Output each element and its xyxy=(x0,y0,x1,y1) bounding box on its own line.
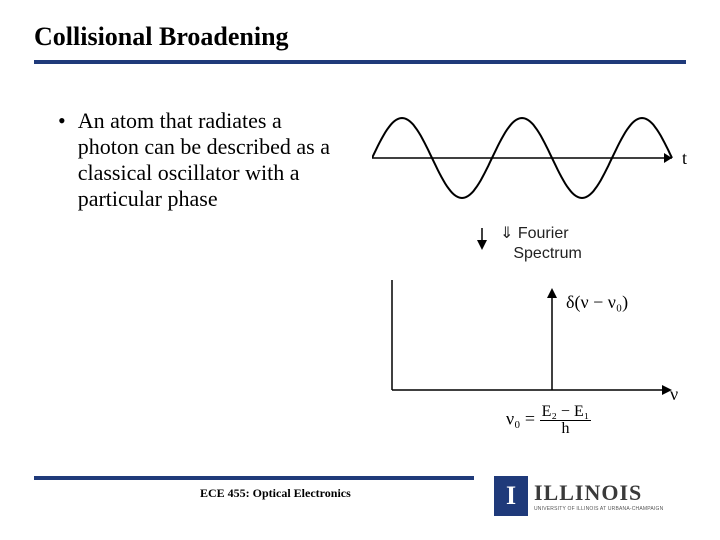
body-area: • An atom that radiates a photon can be … xyxy=(58,108,348,212)
fourier-label: ⇓ Fourier Spectrum xyxy=(500,224,582,264)
nu0-denominator: h xyxy=(540,421,592,437)
bullet-item: • An atom that radiates a photon can be … xyxy=(58,108,348,212)
nu-axis-label: ν xyxy=(670,384,678,405)
slide-title: Collisional Broadening xyxy=(34,22,289,52)
logo-wordmark: ILLINOIS xyxy=(534,480,663,506)
nu0-equation: ν₀ = E₂ − E₁h xyxy=(506,404,591,437)
nu0-numerator: E₂ − E₁ xyxy=(540,404,592,421)
bullet-text: An atom that radiates a photon can be de… xyxy=(78,108,348,212)
fourier-line1: Fourier xyxy=(518,225,569,242)
title-rule xyxy=(34,60,686,64)
footer-text: ECE 455: Optical Electronics xyxy=(200,486,351,501)
fourier-line2: Spectrum xyxy=(513,245,581,262)
t-axis-label: t xyxy=(682,148,687,169)
bullet-marker: • xyxy=(58,108,66,134)
footer-rule xyxy=(34,476,474,480)
logo-subtitle: UNIVERSITY OF ILLINOIS AT URBANA-CHAMPAI… xyxy=(534,506,663,512)
delta-label: δ(ν − ν₀) xyxy=(566,292,628,313)
nu0-prefix: ν₀ = xyxy=(506,409,540,429)
slide: Collisional Broadening • An atom that ra… xyxy=(0,0,720,540)
logo: I ILLINOIS UNIVERSITY OF ILLINOIS AT URB… xyxy=(494,472,694,520)
logo-i-box: I xyxy=(494,476,528,516)
logo-text-wrap: ILLINOIS UNIVERSITY OF ILLINOIS AT URBAN… xyxy=(534,480,663,512)
logo-i-letter: I xyxy=(506,481,516,511)
delta-arrowhead xyxy=(547,288,557,298)
title-area: Collisional Broadening xyxy=(34,22,289,52)
nu0-fraction: E₂ − E₁h xyxy=(540,404,592,437)
figure-svg xyxy=(372,100,692,440)
fourier-arrowhead xyxy=(477,240,487,250)
down-arrow-glyph: ⇓ xyxy=(500,225,518,242)
figure xyxy=(372,100,692,440)
